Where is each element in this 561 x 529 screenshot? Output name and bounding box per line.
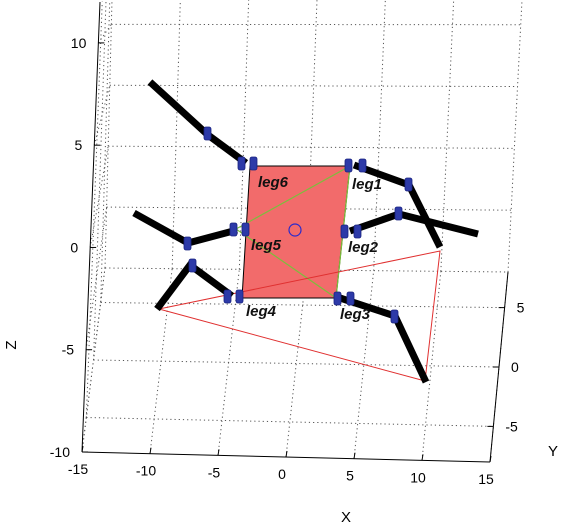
leg3-label: leg3 [340,306,371,323]
x-tick-mark [421,454,424,461]
z-tick-label: -10 [50,444,70,460]
y-tick-label: -5 [505,418,518,434]
x-tick-label: 5 [346,468,354,484]
wall-grid-line [85,207,108,350]
joint-marker [203,126,212,141]
leg-segment-leg6 [147,79,249,166]
x-tick-label: -15 [68,461,88,477]
x-tick-mark [353,452,356,459]
support-triangle [158,250,441,382]
wall-grid-line [93,85,111,146]
wall-grid-line [81,267,106,453]
z-tick-label: -5 [62,342,75,358]
leg1-label: leg1 [352,176,382,193]
leg6-label: leg6 [258,174,289,191]
wall-grid-line [238,0,250,270]
joint-marker [241,222,250,237]
joint-marker [229,222,238,237]
x-tick-mark [489,455,492,463]
joint-marker [344,158,353,173]
x-tick-label: 0 [278,466,286,482]
joint-marker [358,158,367,173]
wall-grid-line [109,84,518,88]
wall-grid-line [100,0,111,303]
leg-joints [183,126,413,324]
joint-marker [235,289,244,304]
joint-marker [249,156,258,171]
leg-labels: leg6 leg1 leg5 leg2 leg4 leg3 [246,174,382,323]
joint-marker [223,289,232,304]
wall-grid-line [171,0,181,269]
x-axis-label: X [341,509,351,526]
z-axis-label: Z [3,340,20,349]
z-tick-label: 10 [71,35,87,51]
axis-lines [81,1,509,463]
x-tick-mark [81,445,84,453]
joint-marker [183,236,192,251]
leg5-label: leg5 [251,237,282,254]
wall-grid-line [89,146,109,248]
joint-marker [237,156,246,171]
x-tick-mark [217,449,220,456]
joint-marker [346,291,355,306]
wall-grid-line [306,0,318,271]
floor-grid-line [100,302,505,309]
floor-grid-line [93,359,500,368]
x-tick-mark [149,447,152,454]
z-tick-label: 5 [74,137,82,153]
joint-marker [404,177,413,192]
joint-marker [333,291,342,306]
joint-marker [340,224,349,239]
leg4-label: leg4 [246,303,277,320]
joint-marker [390,309,399,324]
wall-grid-line [108,145,515,149]
wall-grid-line [507,0,523,273]
joint-marker [394,206,403,221]
grid-lines [81,0,523,463]
axis-edge [81,1,101,453]
x-tick-label: 10 [410,469,426,485]
y-tick-label: 0 [511,359,519,375]
x-tick-label: 15 [478,471,494,487]
wall-grid-line [104,0,113,269]
x-tick-label: -10 [136,463,156,479]
leg-segment-leg2 [348,210,479,238]
x-tick-mark [285,450,288,458]
y-tick-label: 5 [517,300,525,316]
z-tick-label: 0 [70,239,78,255]
floor-grid-line [86,417,494,427]
wall-grid-line [373,0,386,271]
y-axis-label: Y [548,443,558,460]
center-of-mass-marker [288,223,302,237]
wall-grid-line [93,0,107,361]
x-tick-label: -5 [208,464,221,480]
leg2-label: leg2 [348,239,379,256]
joint-marker [353,224,362,239]
joint-marker [188,258,197,273]
